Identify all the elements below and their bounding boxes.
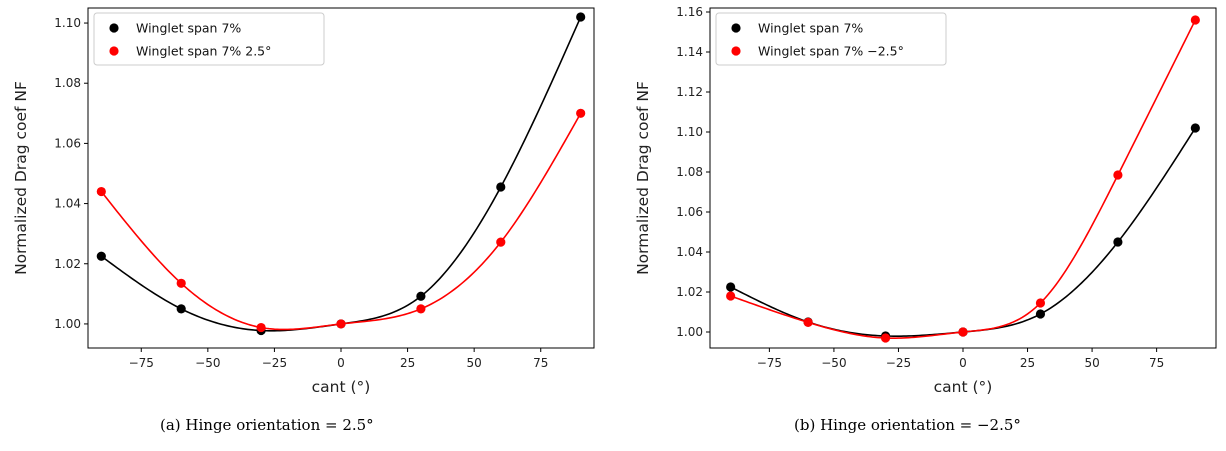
y-tick-label: 1.04 [54, 197, 81, 211]
x-tick-label: 0 [959, 356, 967, 370]
legend-marker-1 [109, 23, 119, 33]
y-tick-label: 1.12 [676, 85, 703, 99]
legend-marker-2 [109, 46, 119, 56]
chart-panel-b: −75 −50 −25 0 25 50 75 1.00 1.02 1.04 1.06 1.08 1.10… [620, 0, 1226, 451]
data-point-series-2 [1190, 15, 1200, 25]
y-tick-label: 1.04 [676, 245, 703, 259]
x-tick-label: 25 [1020, 356, 1035, 370]
x-tick-label: 50 [467, 356, 482, 370]
data-point-series-2 [576, 108, 586, 118]
legend-label-1: Winglet span 7% [136, 21, 241, 36]
y-tick-label: 1.00 [676, 325, 703, 339]
y-tick-label: 1.02 [54, 257, 81, 271]
x-tick-label: −75 [129, 356, 154, 370]
legend-marker-1 [731, 23, 741, 33]
data-point-series-2 [176, 278, 186, 288]
chart-a-caption: (a) Hinge orientation = 2.5° [160, 416, 374, 434]
data-point-series-1 [576, 12, 586, 22]
data-point-series-2 [803, 317, 813, 327]
x-axis-title: cant (°) [934, 378, 993, 396]
data-point-series-2 [96, 186, 106, 197]
y-tick-label: 1.08 [54, 76, 81, 90]
y-tick-label: 1.02 [676, 285, 703, 299]
data-point-series-1 [726, 282, 736, 292]
data-point-series-2 [880, 333, 891, 343]
x-tick-label: 75 [533, 356, 548, 370]
data-point-series-1 [1113, 237, 1123, 247]
x-tick-label: 75 [1149, 356, 1164, 370]
y-tick-label: 1.10 [676, 125, 703, 139]
data-point-series-1 [1035, 309, 1046, 319]
data-point-series-1 [176, 304, 186, 314]
y-axis-title: Normalized Drag coef NF [12, 81, 30, 275]
legend-box [715, 12, 947, 66]
x-tick-label: −25 [262, 356, 287, 370]
legend-label-2: Winglet span 7% −2.5° [758, 44, 904, 59]
y-tick-label: 1.06 [54, 136, 81, 150]
series-line-2 [730, 19, 1197, 339]
y-tick-label: 1.10 [54, 16, 81, 30]
data-point-series-2 [256, 322, 266, 333]
y-tick-label: 1.08 [676, 165, 703, 179]
data-point-series-2 [726, 291, 736, 301]
chart-a-svg: −75 −50 −25 0 25 50 75 1.00 1.02 1.04 1.06 1.08 1.10… [12, 7, 595, 396]
x-tick-label: −50 [195, 356, 220, 370]
data-point-series-1 [1190, 123, 1200, 133]
chart-panel-a: −75 −50 −25 0 25 50 75 1.00 1.02 1.04 1.06 1.08 1.10… [0, 0, 604, 451]
data-point-series-1 [496, 182, 506, 192]
series-line-2 [100, 112, 582, 331]
data-point-series-2 [1035, 298, 1046, 308]
legend-box [93, 12, 325, 66]
legend-label-1: Winglet span 7% [758, 21, 863, 36]
data-point-series-2 [958, 327, 968, 337]
x-tick-label: 50 [1084, 356, 1099, 370]
x-tick-label: −75 [757, 356, 782, 370]
x-tick-label: −25 [886, 356, 911, 370]
y-tick-label: 1.00 [54, 317, 81, 331]
data-point-series-2 [416, 304, 426, 314]
y-tick-label: 1.16 [676, 5, 703, 19]
y-tick-label: 1.06 [676, 205, 703, 219]
data-point-series-2 [496, 237, 506, 247]
data-point-series-2 [1113, 170, 1123, 180]
legend-label-2: Winglet span 7% 2.5° [136, 44, 271, 59]
y-tick-label: 1.14 [676, 45, 703, 59]
x-axis-title: cant (°) [312, 378, 371, 396]
chart-b-svg: −75 −50 −25 0 25 50 75 1.00 1.02 1.04 1.06 1.08 1.10… [634, 5, 1217, 396]
data-point-series-1 [96, 251, 106, 261]
x-tick-label: 25 [400, 356, 415, 370]
y-axis-title: Normalized Drag coef NF [634, 81, 652, 275]
data-point-series-2 [336, 319, 346, 329]
x-tick-label: −50 [821, 356, 846, 370]
data-point-series-1 [416, 291, 426, 301]
x-tick-label: 0 [337, 356, 345, 370]
chart-b-caption: (b) Hinge orientation = −2.5° [794, 416, 1021, 434]
legend-marker-2 [731, 46, 741, 56]
